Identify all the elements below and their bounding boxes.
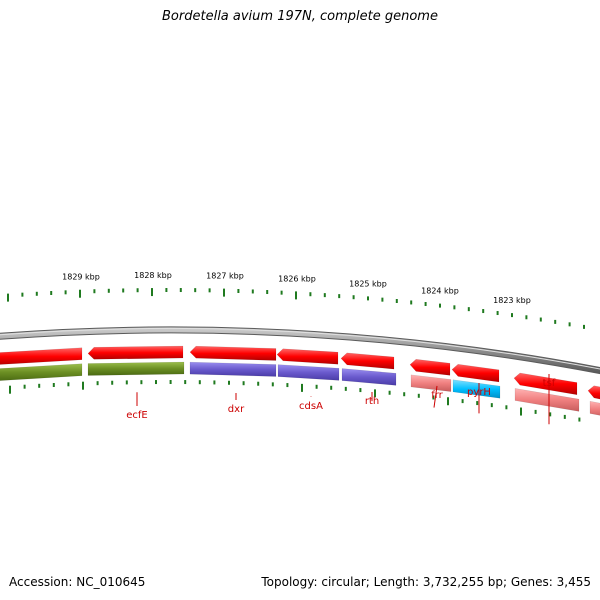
cog-gene-5 (341, 368, 397, 386)
scale-label: 1827 kbp (206, 272, 244, 281)
forward-gene-3 (189, 345, 277, 361)
forward-strand-genes (0, 345, 600, 400)
forward-gene-5 (340, 352, 395, 370)
cog-gene-6 (410, 374, 452, 392)
gene-leader-line (433, 385, 438, 408)
cog-category-genes (0, 361, 600, 416)
scale-label: 1825 kbp (349, 279, 387, 288)
cog-gene-9 (589, 400, 600, 416)
forward-gene-1 (0, 347, 83, 365)
cog-gene-4 (277, 364, 340, 381)
cog-gene-1 (0, 363, 83, 381)
forward-gene-9 (587, 385, 600, 400)
scale-label: 1826 kbp (278, 274, 316, 283)
scale-label: 1823 kbp (493, 296, 531, 305)
genome-title: Bordetella avium 197N, complete genome (162, 9, 438, 24)
cog-gene-7 (452, 379, 501, 399)
gene-label-pyrH: pyrH (467, 387, 491, 398)
genome-summary-text: Topology: circular; Length: 3,732,255 bp… (261, 575, 591, 589)
gene-label-rth: rth (365, 396, 379, 407)
genome-backbone (0, 326, 600, 375)
scale-labels: 1829 kbp 1828 kbp 1827 kbp 1826 kbp 1825 kbp… (62, 271, 531, 305)
forward-gene-7 (451, 363, 500, 383)
scale-label: 1829 kbp (62, 273, 100, 282)
outer-scale-ticks (7, 288, 585, 329)
scale-label: 1828 kbp (134, 271, 172, 280)
gene-label-cdsA: cdsA (299, 401, 323, 412)
gene-label-frr: frr (431, 390, 443, 401)
cog-gene-2 (87, 361, 185, 376)
gene-label-dxr: dxr (228, 404, 245, 415)
cog-gene-3 (189, 361, 277, 377)
scale-label: 1824 kbp (421, 287, 459, 296)
cog-gene-8 (514, 388, 580, 412)
backbone-highlight (0, 328, 600, 370)
forward-gene-2 (87, 345, 184, 360)
accession-text: Accession: NC_010645 (9, 575, 146, 589)
forward-gene-4 (276, 348, 339, 365)
gene-label-tsf: tsf (543, 378, 556, 389)
inner-scale-ticks (9, 380, 581, 422)
gene-labels: ecfE dxr cdsA rth frr pyrH tsf (126, 374, 556, 425)
forward-gene-6 (409, 359, 451, 376)
gene-label-ecfE: ecfE (126, 410, 148, 421)
backbone-band (0, 327, 600, 374)
